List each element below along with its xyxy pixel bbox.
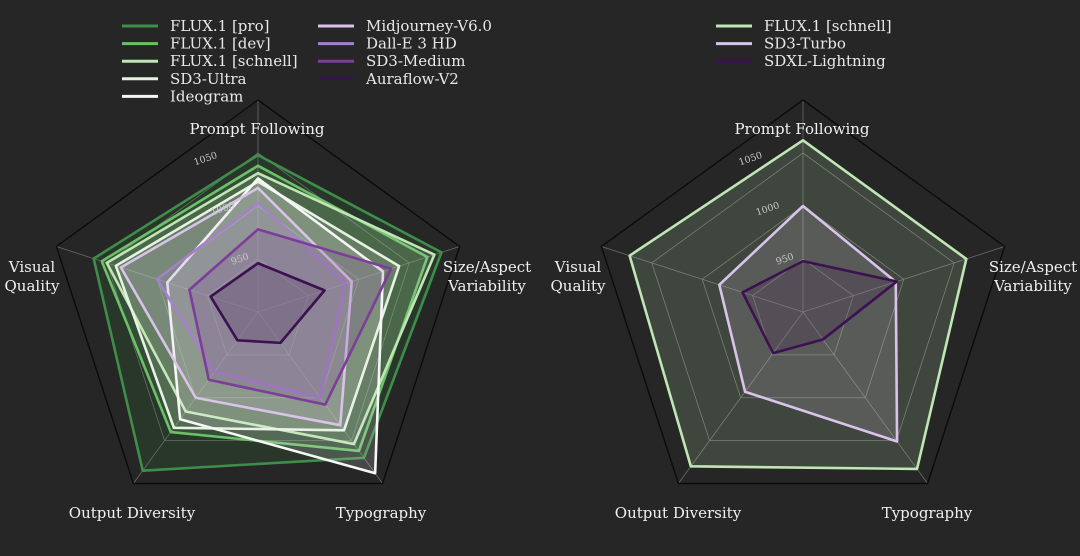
legend-item-flux-1-schnell: FLUX.1 [schnell] — [716, 17, 892, 35]
legend-item-flux-1-pro: FLUX.1 [pro] — [122, 17, 269, 35]
legend-label: Auraflow-V2 — [365, 70, 459, 88]
legend-label: SD3-Ultra — [170, 70, 247, 88]
axis-label-output-diversity: Output Diversity — [69, 504, 196, 522]
legend-label: FLUX.1 [schnell] — [764, 17, 892, 35]
spoke-size-aspect-variability — [802, 246, 1005, 313]
series-dall-e-3-hd — [155, 201, 348, 400]
axis-label-typography: Typography — [882, 504, 973, 522]
legend-label: Dall-E 3 HD — [366, 35, 457, 53]
series-sd3-turbo — [718, 204, 899, 443]
legend-label: SDXL-Lightning — [764, 52, 886, 70]
legend-label: Ideogram — [170, 87, 243, 105]
legend-label: FLUX.1 [dev] — [170, 35, 271, 53]
axis-label-size-aspect-variability: Size/Aspect Variability — [443, 258, 531, 295]
legend-item-ideogram: Ideogram — [122, 87, 243, 105]
axis-label-visual-quality: Visual Quality — [5, 258, 61, 295]
series-flux-1-schnell — [105, 171, 436, 446]
series-flux-1-schnell — [628, 138, 968, 471]
axis-label-prompt-following: Prompt Following — [189, 120, 324, 138]
spoke-typography — [802, 311, 928, 484]
legend-label: FLUX.1 [pro] — [170, 17, 269, 35]
legend-item-auraflow-v2: Auraflow-V2 — [318, 70, 459, 88]
grid-ring-950 — [752, 258, 854, 356]
spoke-visual-quality — [601, 246, 804, 313]
axis-label-size-aspect-variability: Size/Aspect Variability — [989, 258, 1077, 295]
legend-item-sd3-medium: SD3-Medium — [318, 52, 465, 70]
radar-frame — [55, 99, 461, 485]
legend-item-sdxl-lightning: SDXL-Lightning — [716, 52, 886, 70]
legend-label: SD3-Turbo — [764, 35, 846, 53]
legend-item-dall-e-3-hd: Dall-E 3 HD — [318, 35, 457, 53]
series-sdxl-lightning — [741, 259, 899, 355]
legend-label: FLUX.1 [schnell] — [170, 52, 298, 70]
legend-item-flux-1-schnell: FLUX.1 [schnell] — [122, 52, 298, 70]
axis-label-visual-quality: Visual Quality — [551, 258, 607, 295]
series-midjourney-v6-0 — [119, 186, 354, 427]
grid-ring-950 — [207, 258, 309, 356]
legend-label: SD3-Medium — [366, 52, 465, 70]
grid-ring-1050 — [651, 152, 955, 442]
axis-label-output-diversity: Output Diversity — [615, 504, 742, 522]
legend-label: Midjourney-V6.0 — [366, 17, 492, 35]
legend-item-midjourney-v6-0: Midjourney-V6.0 — [318, 17, 492, 35]
series-sd3-medium — [188, 228, 393, 406]
radar-frame — [600, 99, 1006, 485]
grid-ring-1000 — [701, 205, 905, 399]
legend-1: FLUX.1 [pro]FLUX.1 [dev]FLUX.1 [schnell]… — [122, 17, 492, 105]
axis-label-prompt-following: Prompt Following — [734, 120, 869, 138]
series-auraflow-v2 — [209, 261, 326, 345]
legend-item-flux-1-dev: FLUX.1 [dev] — [122, 35, 271, 53]
series-sd3-ultra — [114, 180, 401, 432]
spoke-output-diversity — [678, 311, 804, 484]
legend-item-sd3-turbo: SD3-Turbo — [716, 35, 846, 53]
axis-label-typography: Typography — [336, 504, 427, 522]
legend-item-sd3-ultra: SD3-Ultra — [122, 70, 247, 88]
